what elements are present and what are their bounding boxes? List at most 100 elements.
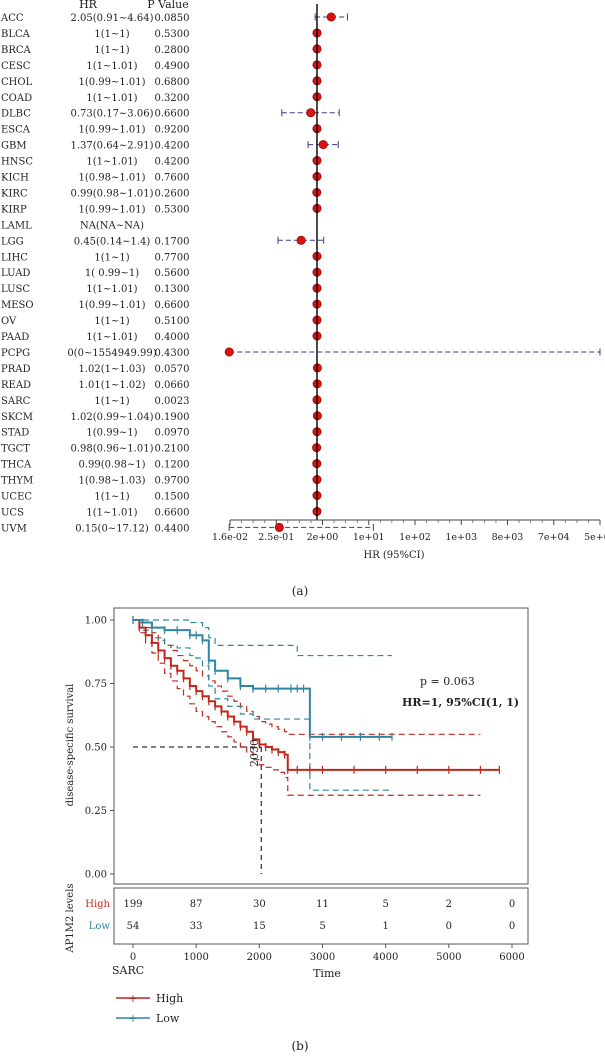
x-tick-label: 1.6e-02 bbox=[212, 532, 248, 543]
x-tick-label: 4000 bbox=[373, 952, 398, 963]
cancer-type-label: CESC bbox=[1, 61, 31, 72]
forest-row: KIRP 1(0.99~1.01) 0.5300 bbox=[1, 203, 322, 215]
forest-row: LAML NA(NA~NA) bbox=[1, 220, 144, 231]
p-value-text: 0.0023 bbox=[155, 396, 190, 407]
p-value-text: 0.2100 bbox=[155, 444, 190, 455]
risk-table-cells: 199 87 30 11 5 2 0 54 33 15 5 1 0 0 bbox=[123, 899, 515, 932]
hr-point bbox=[274, 522, 284, 532]
p-value-text: 0.1900 bbox=[155, 412, 190, 423]
cancer-type-label: KIRC bbox=[1, 188, 28, 199]
cancer-type-label: KIRP bbox=[1, 204, 27, 215]
cancer-type-label: BLCA bbox=[1, 29, 31, 40]
y-tick-label: 1.00 bbox=[85, 616, 107, 627]
hr-ci-text: 1(1~1.01) bbox=[86, 157, 137, 168]
p-value-text: 0.1200 bbox=[155, 460, 190, 471]
p-value-text: 0.9700 bbox=[155, 476, 190, 487]
cancer-type-label: MESO bbox=[1, 300, 34, 311]
km-plot-frame bbox=[113, 607, 529, 885]
legend-low-label: Low bbox=[156, 1012, 180, 1025]
p-value-text: 0.0970 bbox=[155, 428, 190, 439]
forest-row: HNSC 1(1~1.01) 0.4200 bbox=[1, 156, 322, 168]
cancer-type-label: SKCM bbox=[1, 412, 33, 423]
p-value-text: 0.0570 bbox=[155, 364, 190, 375]
risk-count: 0 bbox=[509, 921, 515, 932]
hr-ci-text: 0.99(0.98~1.01) bbox=[71, 188, 154, 199]
forest-row: THYM 1(0.98~1.03) 0.9700 bbox=[1, 475, 322, 487]
forest-row: DLBC 0.73(0.17~3.06) 0.6600 bbox=[1, 108, 340, 120]
x-tick-label: 5e+05 bbox=[584, 532, 605, 543]
forest-row: ACC 2.05(0.91~4.64) 0.0850 bbox=[0, 12, 348, 24]
cancer-type-label: LGG bbox=[1, 236, 24, 247]
cancer-type-label: SARC bbox=[1, 396, 31, 407]
p-value-text: 0.4900 bbox=[155, 61, 190, 72]
risk-count: 0 bbox=[446, 921, 452, 932]
p-value-text: 0.4400 bbox=[155, 523, 190, 534]
forest-row: SARC 1(1~1) 0.0023 bbox=[1, 395, 322, 407]
forest-row: THCA 0.99(0.98~1) 0.1200 bbox=[1, 459, 322, 471]
p-value-text: 0.5600 bbox=[155, 268, 190, 279]
cancer-type-label: COAD bbox=[1, 93, 32, 104]
y-tick-label: 0.50 bbox=[85, 743, 107, 754]
forest-row: LIHC 1(1~1) 0.7700 bbox=[1, 251, 322, 263]
cancer-type-label: LUSC bbox=[1, 284, 30, 295]
x-tick-label: 0 bbox=[130, 952, 136, 963]
risk-count: 30 bbox=[253, 899, 266, 910]
p-value-text: 0.5300 bbox=[155, 204, 190, 215]
hr-ci-text: 2.05(0.91~4.64) bbox=[71, 13, 154, 24]
p-value-text: 0.6600 bbox=[155, 300, 190, 311]
p-value-text: 0.4000 bbox=[155, 332, 190, 343]
p-value-text: 0.7600 bbox=[155, 173, 190, 184]
forest-plot: HR P Value ACC 2.05(0.91~4.64) 0.0850 BLCA 1… bbox=[0, 0, 605, 598]
hr-ci-text: 1(1~1) bbox=[94, 396, 129, 407]
ci-lower-band bbox=[133, 619, 481, 796]
hr-ci-text: 1(0.99~1.01) bbox=[78, 300, 145, 311]
km-y-ticks: 1.00 0.75 0.50 0.25 0.00 bbox=[85, 616, 114, 881]
risk-count: 5 bbox=[382, 899, 388, 910]
hr-ci-text: 1(1~1.01) bbox=[86, 93, 137, 104]
hr-ci-text: 1.02(1~1.03) bbox=[78, 364, 145, 375]
forest-row: READ 1.01(1~1.02) 0.0660 bbox=[1, 379, 322, 391]
hr-ci-text: 1(0.99~1.01) bbox=[78, 125, 145, 136]
legend-low-marker: + bbox=[128, 1012, 137, 1025]
hr-ci-text: 1(0.99~1.01) bbox=[78, 204, 145, 215]
forest-rows: ACC 2.05(0.91~4.64) 0.0850 BLCA 1(1~1) 0.5300… bbox=[0, 12, 601, 534]
km-censor-marks bbox=[132, 616, 500, 774]
y-tick-label: 0.00 bbox=[85, 870, 107, 881]
p-value-text: 0.6600 bbox=[155, 507, 190, 518]
p-value-text: 0.1300 bbox=[155, 284, 190, 295]
p-value-text: 0.0850 bbox=[155, 13, 190, 24]
x-tick-label: 2.5e-01 bbox=[258, 532, 294, 543]
hr-ci-text: 0.99(0.98~1) bbox=[78, 460, 145, 471]
cancer-type-label: PRAD bbox=[1, 364, 31, 375]
forest-row: PCPG 0(0~1554949.99)0.4300 bbox=[1, 347, 601, 359]
hr-annotation: HR=1, 95%CI(1, 1) bbox=[402, 696, 519, 709]
forest-row: BLCA 1(1~1) 0.5300 bbox=[1, 28, 322, 40]
p-value-text: 0.0660 bbox=[155, 380, 190, 391]
p-value-text: 0.3200 bbox=[155, 93, 190, 104]
km-legend: + High + Low bbox=[116, 992, 183, 1025]
hr-point bbox=[224, 347, 234, 357]
panel-a-label: (a) bbox=[292, 584, 309, 598]
hr-point bbox=[318, 140, 328, 150]
p-value-text: 0.5300 bbox=[155, 29, 190, 40]
hr-ci-text: 1( 0.99~1) bbox=[85, 268, 139, 279]
risk-count: 11 bbox=[316, 899, 329, 910]
risk-count: 5 bbox=[319, 921, 325, 932]
p-value-text: 0.6600 bbox=[155, 109, 190, 120]
survival-curve bbox=[133, 619, 392, 738]
forest-row: GBM 1.37(0.64~2.91) 0.4200 bbox=[1, 140, 339, 152]
forest-row: LGG 0.45(0.14~1.4) 0.1700 bbox=[1, 235, 325, 247]
p-value-text: 0.4200 bbox=[155, 157, 190, 168]
forest-row: KIRC 0.99(0.98~1.01) 0.2600 bbox=[1, 187, 322, 199]
cancer-type-label: GBM bbox=[1, 141, 27, 152]
forest-row: LUAD 1( 0.99~1) 0.5600 bbox=[1, 267, 322, 279]
p-value-text: 0.5100 bbox=[155, 316, 190, 327]
p-value-text: 0.2600 bbox=[155, 188, 190, 199]
forest-row: LUSC 1(1~1.01) 0.1300 bbox=[1, 283, 322, 295]
risk-table-ylabel: AP1M2 levels bbox=[65, 883, 76, 953]
p-value-text: 0.1700 bbox=[155, 236, 190, 247]
forest-x-ticks: 1.6e-02 2.5e-01 2e+00 1e+01 1e+02 1e+03 8e+03 7… bbox=[212, 520, 605, 543]
hr-ci-text: 1(1~1) bbox=[94, 492, 129, 503]
forest-row: BRCA 1(1~1) 0.2800 bbox=[1, 44, 322, 56]
